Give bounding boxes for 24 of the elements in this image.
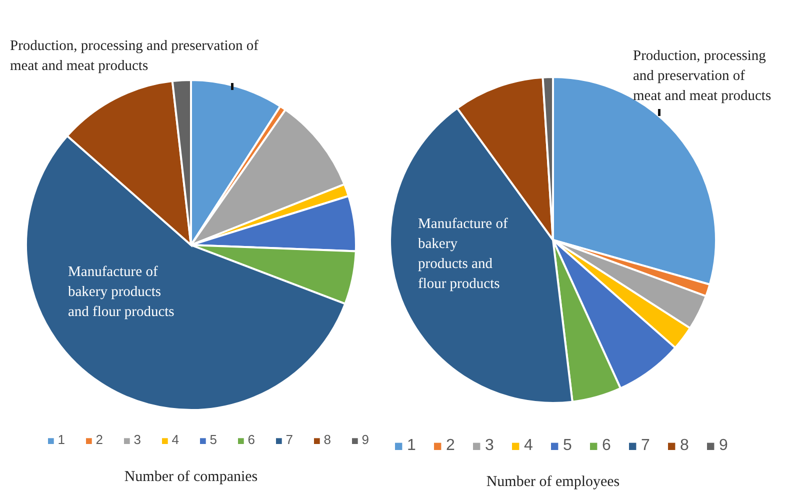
legend-label: 4 bbox=[172, 432, 179, 447]
legend-label: 4 bbox=[524, 437, 533, 454]
text: Number of companies bbox=[124, 469, 258, 485]
legend-label: 3 bbox=[134, 432, 141, 447]
legend-label: 2 bbox=[96, 432, 103, 447]
text: Number of employees bbox=[486, 474, 620, 490]
legend-label: 6 bbox=[602, 437, 611, 454]
legend-label: 6 bbox=[248, 432, 255, 447]
legend-label: 1 bbox=[58, 432, 65, 447]
legend-label: 2 bbox=[446, 437, 455, 454]
legend-label: 9 bbox=[719, 437, 728, 454]
text: Production, processing and preservation of meat and meat products bbox=[10, 38, 259, 74]
legend-label: 5 bbox=[563, 437, 572, 454]
legend-label: 7 bbox=[641, 437, 650, 454]
legend-label: 9 bbox=[362, 432, 369, 447]
legend-label: 8 bbox=[680, 437, 689, 454]
text: Manufacture of bakery products and flour products bbox=[68, 264, 175, 320]
text: Manufacture of bakery products and flour products bbox=[418, 216, 508, 292]
legend-label: 8 bbox=[324, 432, 331, 447]
legend-label: 3 bbox=[485, 437, 494, 454]
legend-label: 7 bbox=[286, 432, 293, 447]
legend-label: 1 bbox=[407, 437, 416, 454]
legend-label: 5 bbox=[210, 432, 217, 447]
text: Production, processing and preservation of meat and meat products bbox=[633, 48, 772, 104]
